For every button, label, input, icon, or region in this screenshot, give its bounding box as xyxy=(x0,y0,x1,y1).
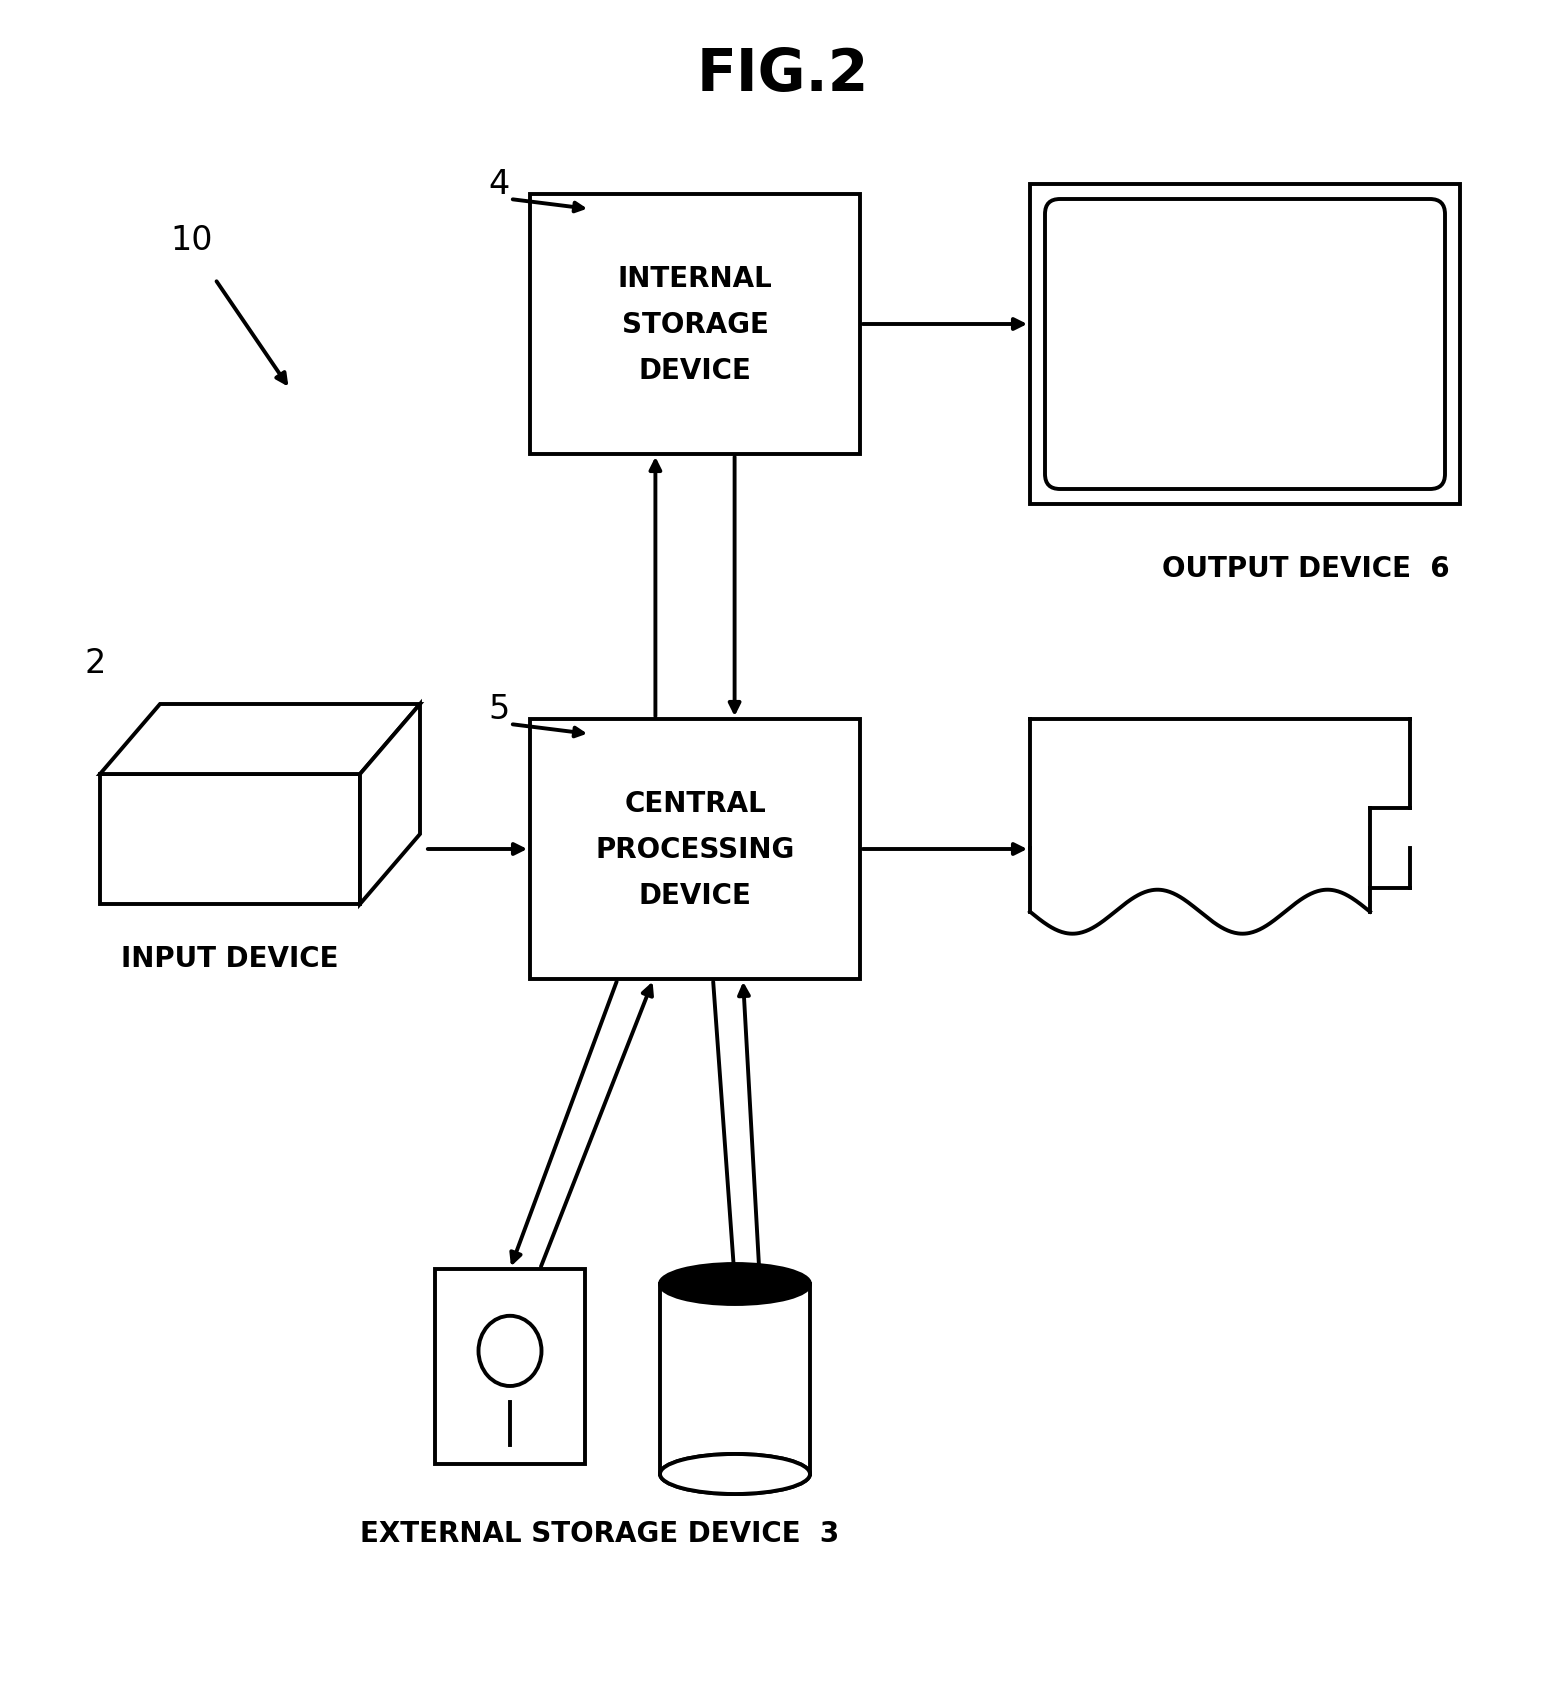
Bar xyxy=(529,720,860,980)
Bar xyxy=(435,1268,586,1464)
Text: 4: 4 xyxy=(489,168,511,202)
Text: INPUT DEVICE: INPUT DEVICE xyxy=(121,944,338,973)
Text: FIG.2: FIG.2 xyxy=(697,46,869,104)
Text: 10: 10 xyxy=(171,224,213,256)
Polygon shape xyxy=(360,705,420,905)
FancyBboxPatch shape xyxy=(1045,200,1445,489)
Text: EXTERNAL STORAGE DEVICE  3: EXTERNAL STORAGE DEVICE 3 xyxy=(360,1520,839,1547)
Text: INTERNAL
STORAGE
DEVICE: INTERNAL STORAGE DEVICE xyxy=(617,265,772,384)
Text: OUTPUT DEVICE  6: OUTPUT DEVICE 6 xyxy=(1162,555,1450,582)
Bar xyxy=(1030,185,1460,504)
Ellipse shape xyxy=(659,1453,810,1494)
Polygon shape xyxy=(100,705,420,774)
Text: CENTRAL
PROCESSING
DEVICE: CENTRAL PROCESSING DEVICE xyxy=(595,790,794,908)
Bar xyxy=(529,195,860,455)
Text: 5: 5 xyxy=(489,693,511,727)
Text: 2: 2 xyxy=(85,647,105,679)
Ellipse shape xyxy=(659,1265,810,1304)
Polygon shape xyxy=(100,774,360,905)
